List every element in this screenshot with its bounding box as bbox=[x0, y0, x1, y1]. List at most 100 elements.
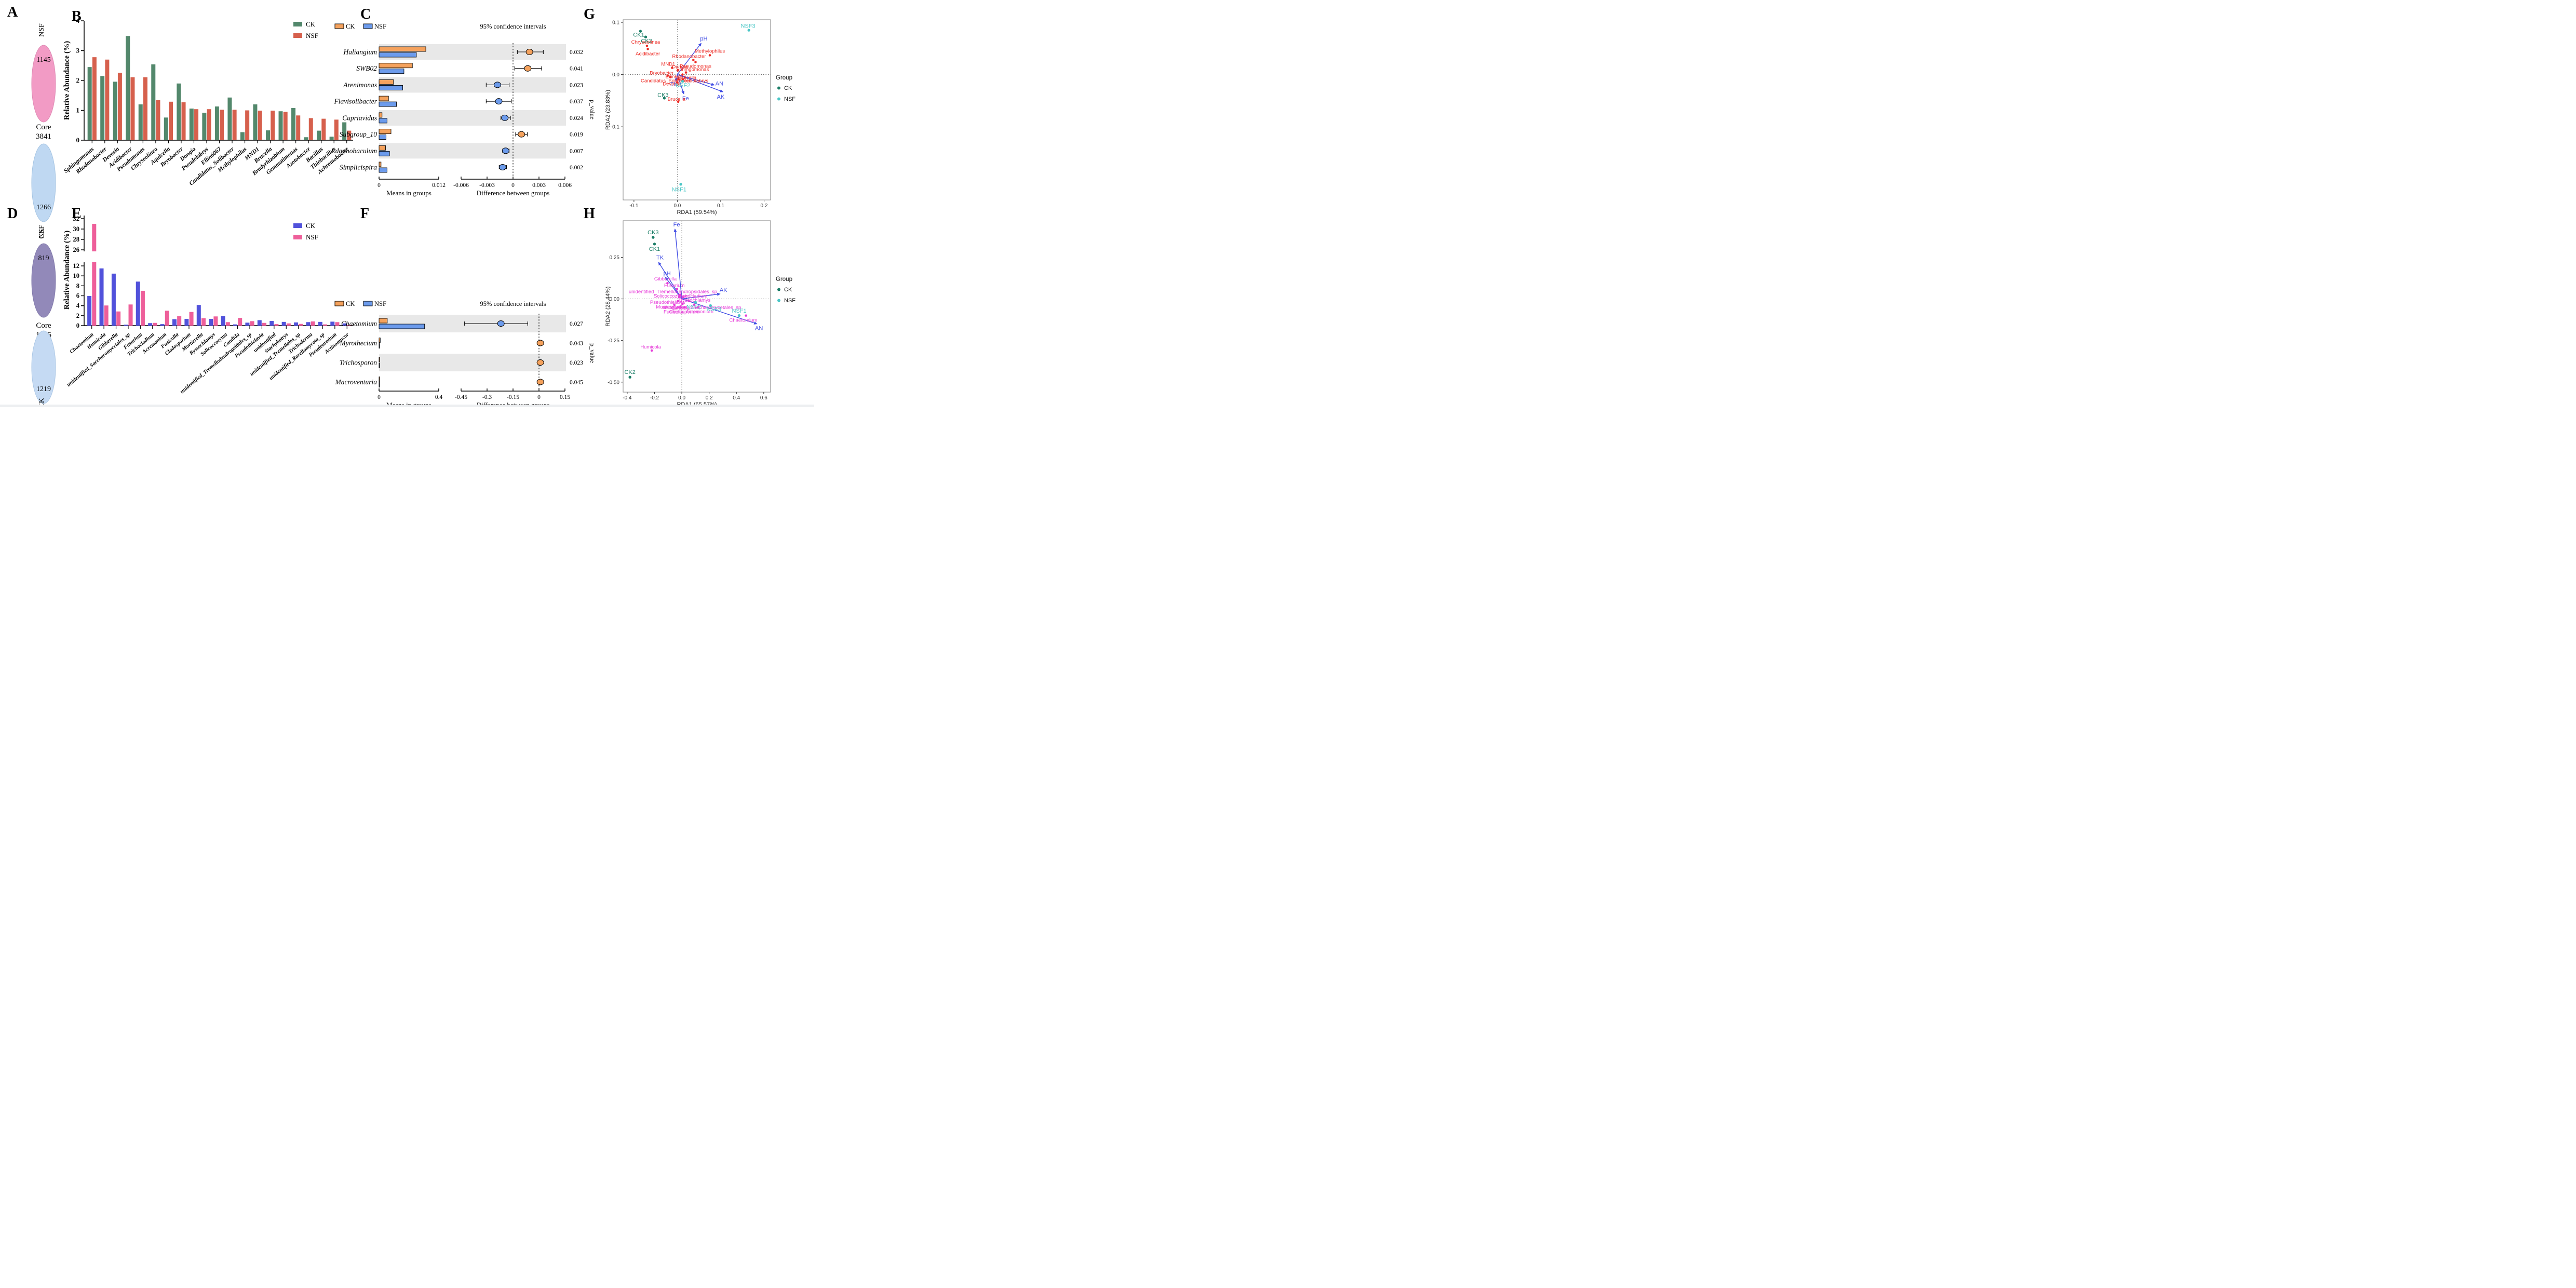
bar-CK bbox=[184, 319, 189, 326]
window-bottom-strip bbox=[0, 405, 814, 407]
mean-bar-ck bbox=[379, 338, 381, 343]
sample-dot bbox=[644, 35, 648, 38]
bar-NSF bbox=[308, 118, 313, 140]
mean-bar-ck bbox=[379, 377, 380, 382]
bar-NSF bbox=[181, 102, 186, 140]
bar-CK bbox=[87, 67, 92, 140]
venn-ellipse-top bbox=[31, 243, 56, 318]
bar-NSF bbox=[258, 111, 262, 140]
species-leader bbox=[673, 306, 681, 310]
species-label: MND1 bbox=[661, 61, 675, 67]
bar-NSF bbox=[153, 323, 157, 326]
sample-label: NSF2 bbox=[676, 83, 690, 89]
bar-NSF bbox=[323, 324, 328, 326]
y-tick-label: 12 bbox=[73, 262, 80, 270]
bar-NSF bbox=[104, 305, 109, 326]
bar-CK bbox=[245, 323, 250, 326]
y-tick-label: 32 bbox=[73, 215, 80, 222]
sample-label: CK3 bbox=[648, 230, 658, 236]
diff-tick-label: 0 bbox=[511, 182, 515, 189]
bar-NSF bbox=[165, 311, 169, 326]
bar-CK bbox=[160, 324, 165, 326]
sample-label: CK2 bbox=[641, 38, 652, 45]
env-arrow-Fe bbox=[677, 74, 685, 95]
species-dot bbox=[745, 314, 747, 317]
bar-CK bbox=[269, 320, 274, 326]
bar-NSF bbox=[347, 325, 352, 326]
y-axis-title: RDA2 (23.83%) bbox=[605, 90, 611, 130]
sample-label: CK1 bbox=[649, 246, 660, 252]
sample-dot bbox=[653, 243, 656, 246]
x-axis-title: RDA1 (65.57%) bbox=[677, 401, 717, 407]
y-tick-label: 0.00 bbox=[610, 297, 620, 302]
bar-NSF bbox=[128, 304, 133, 326]
legend-swatch-CK bbox=[293, 22, 302, 26]
y-tick-label: -0.25 bbox=[608, 338, 619, 344]
p-value: 0.045 bbox=[570, 380, 583, 386]
species-label: Methylophilus bbox=[695, 48, 725, 54]
p-value: 0.032 bbox=[570, 49, 583, 56]
bar-NSF bbox=[311, 321, 315, 326]
mean-bar-nsf bbox=[379, 382, 380, 387]
species-label: Aquicella bbox=[677, 75, 697, 81]
species-dot bbox=[676, 81, 679, 84]
x-tick-label: -0.2 bbox=[650, 395, 659, 401]
y-tick-label: 4 bbox=[76, 302, 80, 310]
species-label: Devosia bbox=[663, 82, 681, 87]
diff-dot bbox=[502, 147, 509, 154]
panel-letter-a: A bbox=[7, 4, 18, 20]
legend-label-NSF: NSF bbox=[306, 32, 318, 39]
venn-count-top: 819 bbox=[38, 254, 49, 262]
genus-label: Macroventuria bbox=[335, 378, 377, 386]
bar-NSF bbox=[245, 110, 250, 140]
bar-NSF bbox=[220, 110, 224, 140]
x-tick-label: 0.4 bbox=[733, 395, 740, 401]
bar-CK bbox=[329, 137, 334, 140]
sample-label: CK3 bbox=[657, 92, 668, 98]
legend-label-CK: CK bbox=[306, 20, 316, 28]
species-label: Pseudothielavia bbox=[650, 300, 685, 305]
diff-dot bbox=[501, 114, 509, 121]
bar-NSF bbox=[201, 318, 206, 326]
y-tick-label: 2 bbox=[76, 312, 79, 319]
p-value: 0.007 bbox=[570, 148, 583, 154]
p-value: 0.023 bbox=[570, 82, 583, 88]
panel-letter-d: D bbox=[7, 206, 18, 222]
panel-letter-g: G bbox=[584, 6, 595, 22]
bar-CK bbox=[318, 321, 322, 326]
row-stripe bbox=[379, 77, 566, 93]
genus-label: Arenimonas bbox=[343, 81, 377, 89]
bar-CK bbox=[151, 64, 156, 140]
species-label: unidentified_Saccharomycetales_sp bbox=[662, 305, 741, 311]
panel-letter-c: C bbox=[360, 6, 371, 22]
bar-CK bbox=[196, 305, 201, 326]
genus-label: SWB02 bbox=[356, 64, 377, 72]
diff-tick-label: -0.3 bbox=[482, 394, 492, 400]
y-tick-label: 26 bbox=[73, 246, 80, 253]
env-arrow-label: TK bbox=[656, 254, 664, 261]
p-value: 0.041 bbox=[570, 66, 583, 72]
mean-bar-nsf bbox=[379, 69, 404, 74]
venn-set-label: CK bbox=[38, 229, 46, 238]
species-dot bbox=[681, 296, 684, 299]
bar-NSF bbox=[271, 111, 275, 140]
y-tick-label: 4 bbox=[76, 17, 80, 24]
legend-title: Group bbox=[776, 276, 792, 283]
genus-label: Edaphobaculum bbox=[331, 147, 377, 155]
venn-count-bottom: 1266 bbox=[36, 204, 51, 211]
mean-bar-ck bbox=[379, 112, 383, 118]
bar-NSF bbox=[262, 323, 267, 326]
species-label: Cladosporium bbox=[669, 310, 699, 315]
x-tick-label: 0.2 bbox=[761, 203, 768, 209]
bar-NSF bbox=[286, 323, 291, 326]
species-dot bbox=[671, 66, 673, 69]
panel-letter-e: E bbox=[72, 206, 82, 222]
sample-label: NSF1 bbox=[732, 308, 746, 314]
mean-bar-ck bbox=[379, 79, 394, 85]
bar-NSF bbox=[207, 109, 211, 140]
mean-bar-ck bbox=[379, 318, 388, 324]
x-axis-title: RDA1 (59.54%) bbox=[677, 209, 717, 216]
diff-dot bbox=[536, 379, 544, 385]
env-arrow-AN bbox=[681, 298, 758, 325]
bar-NSF bbox=[177, 316, 182, 326]
